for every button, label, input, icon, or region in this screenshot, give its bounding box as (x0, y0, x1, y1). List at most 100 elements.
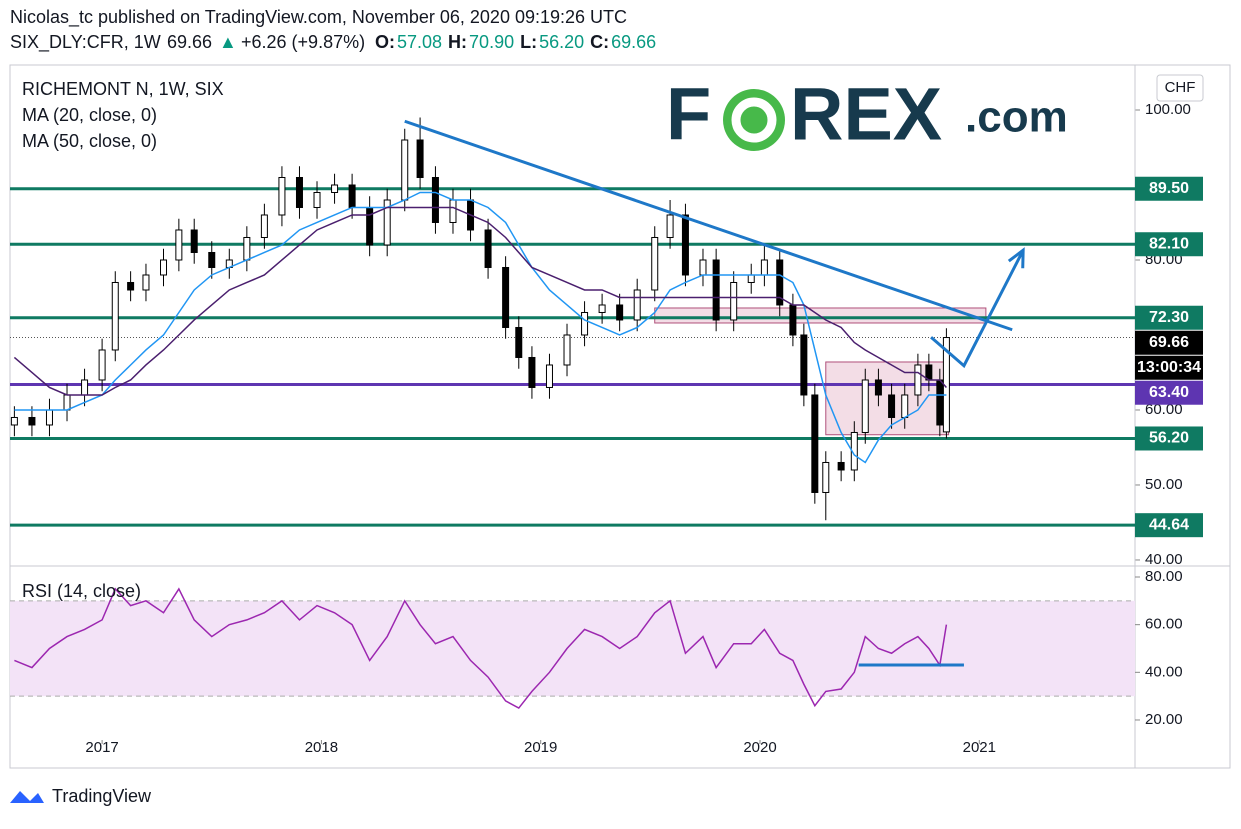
candle-body (598, 304, 606, 313)
price-tag-label: 72.30 (1149, 309, 1189, 326)
candle-body (45, 409, 53, 426)
price-tag (1135, 330, 1203, 355)
candle-body (81, 379, 89, 396)
candle-body (936, 379, 944, 426)
y-tick-label: 50.00 (1145, 476, 1183, 493)
candle-body (581, 311, 589, 336)
candle-body (401, 139, 409, 201)
y-tick-label: 80.00 (1145, 568, 1183, 585)
candle-body (98, 349, 106, 381)
candle-body (861, 379, 869, 433)
candle-body (175, 229, 183, 261)
legend-entry: MA (20, close, 0) (22, 105, 157, 125)
ohlc-key: O: (375, 32, 395, 52)
x-tick-label: 2020 (743, 739, 776, 756)
currency-box (1156, 74, 1204, 102)
price-tag-label: 69.66 (1149, 334, 1189, 351)
candle-body (515, 326, 523, 358)
chart-frame (9, 64, 1231, 769)
logo-text: .com (965, 93, 1068, 142)
candle-body (528, 356, 536, 388)
candle-body (616, 304, 624, 321)
price-tag (1135, 380, 1203, 405)
ohlc-key: L: (520, 32, 537, 52)
price-tag (1135, 355, 1203, 380)
candle-body (449, 199, 457, 223)
candle-body (142, 274, 150, 291)
candle-body (874, 379, 882, 396)
candle-body (901, 394, 909, 418)
candle-body (243, 236, 251, 261)
candle-body (416, 139, 424, 178)
x-tick-label: 2019 (524, 739, 557, 756)
candle-body (681, 214, 689, 276)
candle-body (699, 259, 707, 276)
y-tick-label: 60.00 (1145, 616, 1183, 633)
y-tick-label: 40.00 (1145, 663, 1183, 680)
price-tag (1135, 513, 1203, 538)
trendline (404, 119, 1013, 332)
candle-body (10, 416, 18, 426)
ohlc-value: 70.90 (469, 32, 514, 52)
candle-body (431, 176, 439, 223)
candle-body (633, 289, 641, 321)
panel-title: RSI (14, close) (22, 581, 141, 601)
symbol: SIX_DLY:CFR, 1W (10, 32, 161, 53)
y-tick-label: 40.00 (1145, 551, 1183, 568)
logo-icon (742, 114, 766, 119)
candle-body (383, 199, 391, 246)
ohlc-value: 56.20 (539, 32, 584, 52)
price-tag-label: 13:00:34 (1137, 359, 1201, 376)
moving-average (13, 206, 947, 396)
tv-icon-shape (10, 791, 44, 803)
candle-body (888, 394, 896, 418)
candle-body (366, 206, 374, 246)
candle-body (651, 236, 659, 291)
footer-brand: TradingView (52, 786, 152, 806)
price-tag (1135, 232, 1203, 257)
quote-price: 69.66 (167, 32, 212, 52)
candle-body (563, 334, 571, 366)
candle-body (313, 191, 321, 208)
candle-body (712, 259, 720, 321)
candle-body (730, 281, 738, 321)
candle-body (28, 416, 36, 426)
price-tag-label: 44.64 (1149, 516, 1189, 533)
candle-body (837, 461, 845, 471)
logo-icon (731, 97, 777, 143)
x-tick-label: 2018 (305, 739, 338, 756)
rsi-line (14, 587, 948, 710)
ohlc-value: 57.08 (397, 32, 442, 52)
rsi-band (10, 600, 1135, 697)
price-tag (1135, 426, 1203, 451)
x-tick-label: 2017 (85, 739, 118, 756)
ohlc-key: C: (590, 32, 609, 52)
candle-body (331, 184, 339, 193)
candle-body (914, 364, 922, 396)
forex-logo: F REX .com (666, 73, 1068, 156)
currency: CHF (1165, 79, 1196, 96)
candle-body (63, 394, 71, 411)
candle-body (760, 259, 768, 276)
price-tag-label: 82.10 (1149, 235, 1189, 252)
moving-average (14, 191, 947, 464)
quote-change: +6.26 (+9.87%) (241, 32, 365, 52)
price-tag-label: 63.40 (1149, 384, 1189, 401)
candle-body (776, 259, 784, 306)
candle-body (800, 334, 808, 396)
x-tick-label: 2021 (963, 739, 996, 756)
candle-body (811, 394, 819, 493)
candle-body (822, 461, 830, 493)
candle-body (295, 176, 303, 208)
published-line: Nicolas_tc published on TradingView.com,… (10, 7, 627, 28)
quote-arrow: ▲ (219, 32, 237, 52)
ohlc-value: 69.66 (611, 32, 656, 52)
candle-body (208, 251, 216, 268)
candle-body (160, 259, 168, 276)
candle-body (190, 229, 198, 253)
legend-entry: MA (50, close, 0) (22, 131, 157, 151)
panel-title: RICHEMONT N, 1W, SIX (22, 79, 224, 99)
price-tag-label: 89.50 (1149, 180, 1189, 197)
tv-icon (10, 791, 44, 803)
